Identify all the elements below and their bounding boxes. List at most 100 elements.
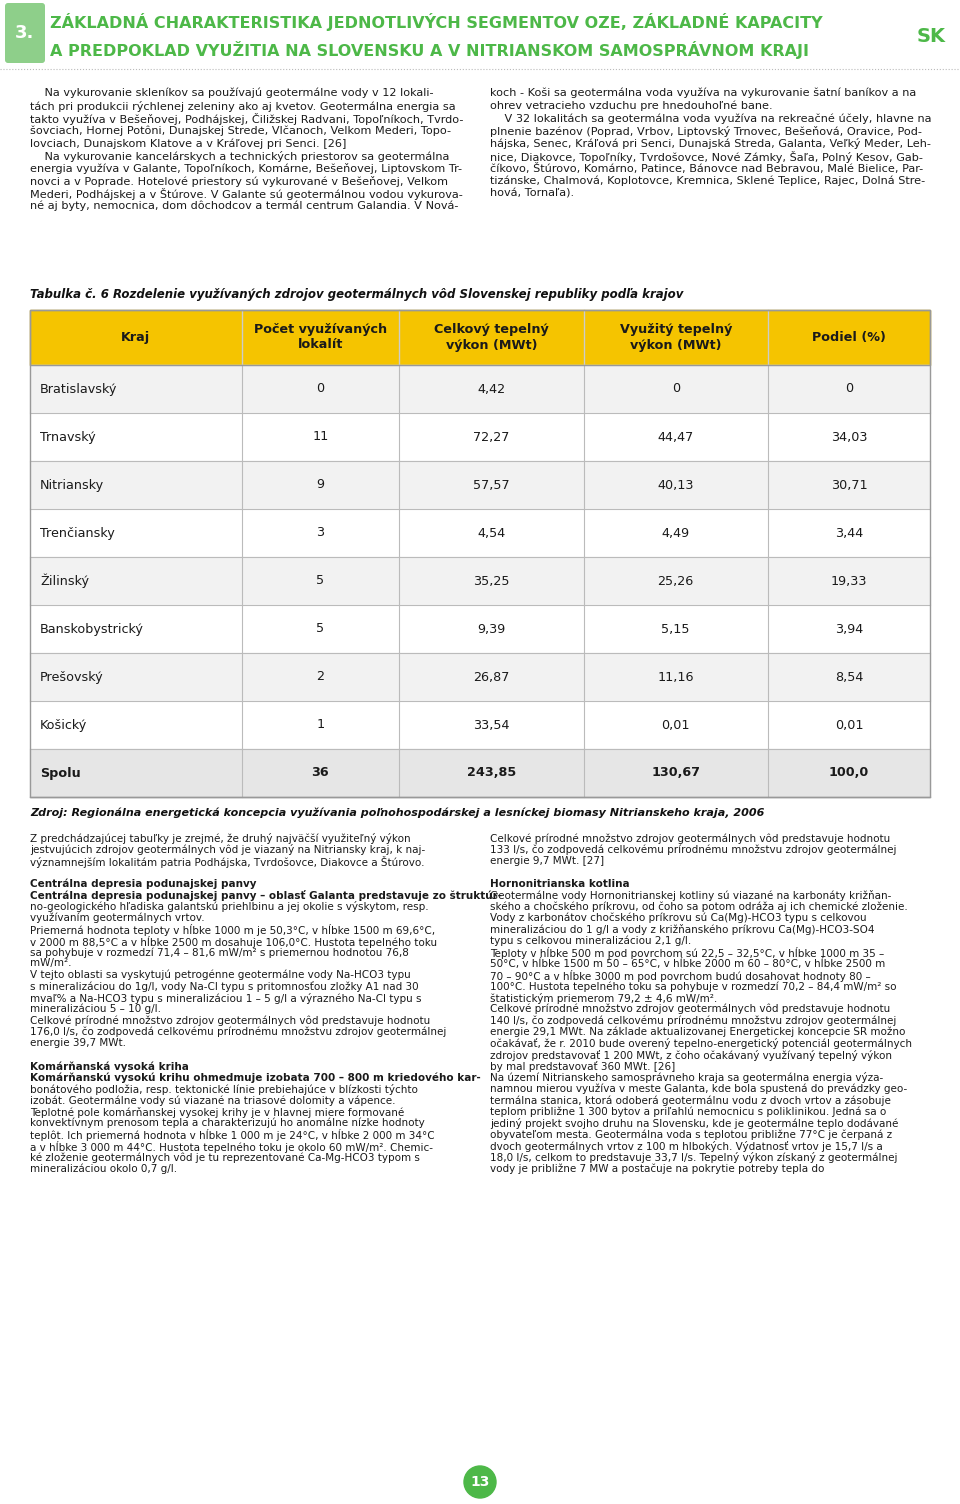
Text: V 32 lokalitách sa geotermálna voda využíva na rekreačné účely, hlavne na: V 32 lokalitách sa geotermálna voda využ…	[490, 113, 931, 123]
Text: 133 l/s, čo zodpovedá celkovému prírodnému množstvu zdrojov geotermálnej: 133 l/s, čo zodpovedá celkovému prírodné…	[490, 844, 897, 854]
Text: hová, Tornaľa).: hová, Tornaľa).	[490, 188, 574, 199]
Text: Komárňanská vysoká kriha: Komárňanská vysoká kriha	[30, 1060, 189, 1071]
Text: Prešovský: Prešovský	[40, 671, 104, 683]
Bar	[30, 605, 930, 653]
Text: 44,47: 44,47	[658, 430, 694, 444]
Text: nice, Diakovce, Topoľníky, Tvrdošovce, Nové Zámky, Šaľa, Polný Kesov, Gab-: nice, Diakovce, Topoľníky, Tvrdošovce, N…	[490, 150, 923, 162]
Text: Celkové prírodné množstvo zdrojov geotermálnych vôd predstavuje hodnotu: Celkové prírodné množstvo zdrojov geoter…	[30, 1015, 430, 1026]
Text: Kraj: Kraj	[121, 331, 151, 344]
Text: V tejto oblasti sa vyskytujú petrogénne geotermálne vody Na-HCO3 typu: V tejto oblasti sa vyskytujú petrogénne …	[30, 970, 411, 981]
Text: 35,25: 35,25	[473, 575, 510, 588]
Text: Podiel (%): Podiel (%)	[812, 331, 886, 344]
Text: Na území Nitrianskeho samosprávneho kraja sa geotermálna energia výza-: Na území Nitrianskeho samosprávneho kraj…	[490, 1072, 883, 1083]
Text: mvaľ% a Na-HCO3 typu s mineralizáciou 1 – 5 g/l a výrazného Na-Cl typu s: mvaľ% a Na-HCO3 typu s mineralizáciou 1 …	[30, 993, 421, 1003]
Text: Bratislavský: Bratislavský	[40, 382, 117, 396]
Bar	[0, 0, 960, 68]
Text: no-geologického hľadiska galantskú priehlbinu a jej okolie s výskytom, resp.: no-geologického hľadiska galantskú prieh…	[30, 901, 428, 913]
Text: ského a chočského príkrovu, od čoho sa potom odráža aj ich chemické zloženie.: ského a chočského príkrovu, od čoho sa p…	[490, 901, 908, 911]
Text: energie 39,7 MWt.: energie 39,7 MWt.	[30, 1038, 126, 1048]
Text: Nitriansky: Nitriansky	[40, 478, 104, 492]
Bar	[30, 556, 930, 605]
Text: tizánske, Chalmová, Koplotovce, Kremnica, Sklené Teplice, Rajec, Dolná Stre-: tizánske, Chalmová, Koplotovce, Kremnica…	[490, 176, 925, 186]
Text: Banskobystrický: Banskobystrický	[40, 623, 144, 636]
Text: obyvateľom mesta. Geotermálna voda s teplotou približne 77°C je čerpaná z: obyvateľom mesta. Geotermálna voda s tep…	[490, 1130, 892, 1140]
Text: mineralizáciou okolo 0,7 g/l.: mineralizáciou okolo 0,7 g/l.	[30, 1164, 178, 1175]
Bar	[30, 310, 930, 797]
Text: 4,54: 4,54	[477, 526, 505, 540]
Text: 140 l/s, čo zodpovedá celkovému prírodnému množstvu zdrojov geotermálnej: 140 l/s, čo zodpovedá celkovému prírodné…	[490, 1015, 897, 1026]
Text: Zdroj: Regionálna energetická koncepcia využívania poľnohospodárskej a lesníckej: Zdroj: Regionálna energetická koncepcia …	[30, 808, 764, 818]
Text: 100,0: 100,0	[828, 767, 869, 779]
Text: Z predchádzajúcej tabuľky je zrejmé, že druhý najväčší využiteľný výkon: Z predchádzajúcej tabuľky je zrejmé, že …	[30, 833, 411, 844]
Bar	[30, 701, 930, 749]
Text: 9: 9	[316, 478, 324, 492]
Text: energie 29,1 MWt. Na základe aktualizovanej Energetickej koncepcie SR možno: energie 29,1 MWt. Na základe aktualizova…	[490, 1027, 905, 1038]
Text: 1: 1	[316, 719, 324, 731]
Text: Na vykurovanie skleníkov sa používajú geotermálne vody v 12 lokali-: Na vykurovanie skleníkov sa používajú ge…	[30, 89, 434, 98]
Bar	[30, 749, 930, 797]
Text: né aj byty, nemocnica, dom dôchodcov a termál centrum Galandia. V Nová-: né aj byty, nemocnica, dom dôchodcov a t…	[30, 202, 458, 212]
Text: konvektívnym prenosom tepla a charakterizujú ho anomálne nízke hodnoty: konvektívnym prenosom tepla a charakteri…	[30, 1117, 424, 1128]
Text: energia využíva v Galante, Topoľníkoch, Komárne, Bešeňovej, Liptovskom Tr-: energia využíva v Galante, Topoľníkoch, …	[30, 164, 462, 174]
Text: a v hĺbke 3 000 m 44°C. Hustota tepelného toku je okolo 60 mW/m². Chemic-: a v hĺbke 3 000 m 44°C. Hustota tepelnéh…	[30, 1142, 433, 1152]
Text: Komárňanskú vysokú krihu ohmedmuje izobata 700 – 800 m kriedového kar-: Komárňanskú vysokú krihu ohmedmuje izoba…	[30, 1072, 481, 1083]
Text: 13: 13	[470, 1475, 490, 1489]
Text: významnejším lokalitám patria Podhájska, Tvrdošovce, Diakovce a Štúrovo.: významnejším lokalitám patria Podhájska,…	[30, 856, 424, 868]
Text: 11: 11	[312, 430, 328, 444]
Text: teplôt. Ich priemerná hodnota v hĺbke 1 000 m je 24°C, v hĺbke 2 000 m 34°C: teplôt. Ich priemerná hodnota v hĺbke 1 …	[30, 1130, 435, 1142]
Text: 25,26: 25,26	[658, 575, 694, 588]
Text: jestvujúcich zdrojov geotermálnych vôd je viazaný na Nitriansky kraj, k naj-: jestvujúcich zdrojov geotermálnych vôd j…	[30, 844, 425, 856]
Text: ohrev vetracieho vzduchu pre hnedouhoľné bane.: ohrev vetracieho vzduchu pre hnedouhoľné…	[490, 101, 773, 111]
Text: takto využíva v Bešeňovej, Podhájskej, Čiližskej Radvani, Topoľníkoch, Tvrdo-: takto využíva v Bešeňovej, Podhájskej, Č…	[30, 113, 464, 125]
FancyBboxPatch shape	[5, 3, 45, 63]
Text: Teploty v hĺbke 500 m pod povrchom sú 22,5 – 32,5°C, v hĺbke 1000 m 35 –: Teploty v hĺbke 500 m pod povrchom sú 22…	[490, 948, 884, 960]
Text: tách pri produkcii rýchlenej zeleniny ako aj kvetov. Geotermálna energia sa: tách pri produkcii rýchlenej zeleniny ak…	[30, 101, 456, 111]
Text: 33,54: 33,54	[473, 719, 510, 731]
Text: 0,01: 0,01	[835, 719, 863, 731]
Text: 70 – 90°C a v hĺbke 3000 m pod povrchom budú dosahovat hodnoty 80 –: 70 – 90°C a v hĺbke 3000 m pod povrchom …	[490, 970, 871, 982]
Text: 3,94: 3,94	[835, 623, 863, 636]
Text: Trenčiansky: Trenčiansky	[40, 526, 115, 540]
Text: šovciach, Hornej Potôni, Dunajskej Strede, Vlčanoch, Velkom Mederi, Topo-: šovciach, Hornej Potôni, Dunajskej Stred…	[30, 126, 451, 137]
Text: 100°C. Hustota tepelného toku sa pohybuje v rozmedzí 70,2 – 84,4 mW/m² so: 100°C. Hustota tepelného toku sa pohybuj…	[490, 981, 897, 991]
Text: 34,03: 34,03	[830, 430, 867, 444]
Text: 19,33: 19,33	[830, 575, 867, 588]
Text: Hornonitrianska kotlina: Hornonitrianska kotlina	[490, 878, 630, 889]
Text: Tabulka č. 6 Rozdelenie využívaných zdrojov geotermálnych vôd Slovenskej republi: Tabulka č. 6 Rozdelenie využívaných zdro…	[30, 287, 684, 301]
Text: ZÁKLADNÁ CHARAKTERISTIKA JEDNOTLIVÝCH SEGMENTOV OZE, ZÁKLADNÉ KAPACITY: ZÁKLADNÁ CHARAKTERISTIKA JEDNOTLIVÝCH SE…	[50, 14, 823, 32]
Text: 3,44: 3,44	[835, 526, 863, 540]
Text: Centrálna depresia podunajskej panvy – oblasť Galanta predstavuje zo štruktúr-: Centrálna depresia podunajskej panvy – o…	[30, 890, 502, 901]
Text: by mal predstavovať 360 MWt. [26]: by mal predstavovať 360 MWt. [26]	[490, 1060, 675, 1072]
Text: Priemerná hodnota teploty v hĺbke 1000 m je 50,3°C, v hĺbke 1500 m 69,6°C,: Priemerná hodnota teploty v hĺbke 1000 m…	[30, 923, 435, 935]
Text: Košický: Košický	[40, 719, 87, 731]
Text: hájska, Senec, Kráľová pri Senci, Dunajská Streda, Galanta, Veľký Meder, Leh-: hájska, Senec, Kráľová pri Senci, Dunajs…	[490, 138, 931, 149]
Text: 3.: 3.	[15, 24, 35, 42]
Text: zdrojov predstavovať 1 200 MWt, z čoho očakávaný využívaný tepelný výkon: zdrojov predstavovať 1 200 MWt, z čoho o…	[490, 1050, 892, 1060]
Text: 9,39: 9,39	[477, 623, 505, 636]
Text: 57,57: 57,57	[473, 478, 510, 492]
Text: izobát. Geotermálne vody sú viazané na triasové dolomity a vápence.: izobát. Geotermálne vody sú viazané na t…	[30, 1095, 396, 1105]
Text: 18,0 l/s, celkom to predstavuje 33,7 l/s. Tepelný výkon získaný z geotermálnej: 18,0 l/s, celkom to predstavuje 33,7 l/s…	[490, 1152, 898, 1163]
Text: štatistickým priemerom 79,2 ± 4,6 mW/m².: štatistickým priemerom 79,2 ± 4,6 mW/m².	[490, 993, 717, 1003]
Text: Teplotné pole komárňanskej vysokej krihy je v hlavnej miere formované: Teplotné pole komárňanskej vysokej krihy…	[30, 1107, 404, 1117]
Text: Mederi, Podhájskej a v Štúrove. V Galante sú geotermálnou vodou vykurova-: Mederi, Podhájskej a v Štúrove. V Galant…	[30, 188, 463, 200]
Text: Trnavský: Trnavský	[40, 430, 96, 444]
Text: 36: 36	[311, 767, 329, 779]
Text: 0: 0	[672, 382, 680, 396]
Text: Geotermálne vody Hornonitrianskej kotliny sú viazané na karbonáty križňan-: Geotermálne vody Hornonitrianskej kotlin…	[490, 890, 892, 901]
Text: 26,87: 26,87	[473, 671, 510, 683]
Text: 8,54: 8,54	[835, 671, 863, 683]
Text: s mineralizáciou do 1g/l, vody Na-Cl typu s pritomnosťou zložky A1 nad 30: s mineralizáciou do 1g/l, vody Na-Cl typ…	[30, 981, 419, 993]
Text: A PREDPOKLAD VYUŽITIA NA SLOVENSKU A V NITRIANSKOM SAMOSPRÁVNOM KRAJI: A PREDPOKLAD VYUŽITIA NA SLOVENSKU A V N…	[50, 41, 809, 59]
Text: sa pohybuje v rozmedzí 71,4 – 81,6 mW/m² s priemernou hodnotou 76,8: sa pohybuje v rozmedzí 71,4 – 81,6 mW/m²…	[30, 948, 409, 958]
Text: koch - Koši sa geotermálna voda využíva na vykurovanie šatní baníkov a na: koch - Koši sa geotermálna voda využíva …	[490, 89, 916, 98]
Text: 0: 0	[316, 382, 324, 396]
Text: Na vykurovanie kancelárskych a technických priestorov sa geotermálna: Na vykurovanie kancelárskych a technický…	[30, 150, 449, 162]
Bar	[30, 414, 930, 462]
Text: novci a v Poprade. Hotelové priestory sú vykurované v Bešeňovej, Velkom: novci a v Poprade. Hotelové priestory sú…	[30, 176, 448, 186]
Bar	[30, 508, 930, 556]
Text: Celkové prírodné množstvo zdrojov geotermálnych vôd predstavuje hodnotu: Celkové prírodné množstvo zdrojov geoter…	[490, 833, 890, 844]
Text: bonátového podložia, resp. tektonické línie prebiehajúce v blízkosti týchto: bonátového podložia, resp. tektonické lí…	[30, 1084, 418, 1095]
Text: 176,0 l/s, čo zodpovedá celkovému prírodnému množstvu zdrojov geotermálnej: 176,0 l/s, čo zodpovedá celkovému prírod…	[30, 1027, 446, 1038]
Text: 0: 0	[845, 382, 853, 396]
